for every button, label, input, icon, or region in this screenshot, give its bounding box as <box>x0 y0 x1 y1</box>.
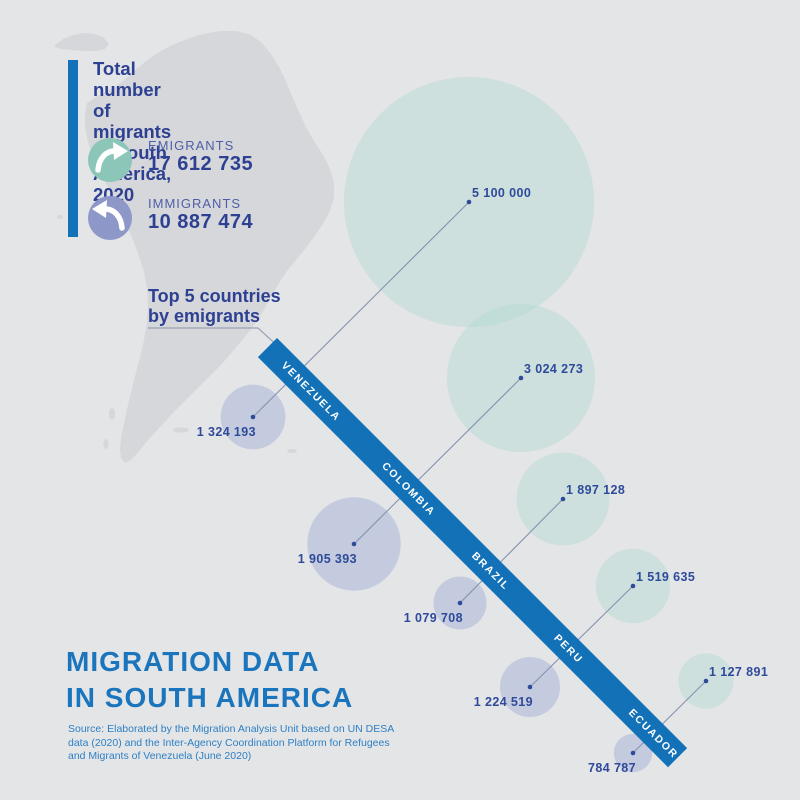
emigrants-total: 17 612 735 <box>148 153 254 175</box>
emigrant-dot-peru <box>630 583 636 589</box>
source-line3: and Migrants of Venezuela (June 2020) <box>68 750 252 762</box>
infographic-title: MIGRATION DATA IN SOUTH AMERICA <box>66 644 353 716</box>
infographic-title-line1: MIGRATION DATA <box>66 646 320 677</box>
emigrant-dot-venezuela <box>466 199 472 205</box>
accent-bar <box>68 60 78 237</box>
connector-line-brazil <box>459 498 564 604</box>
page-title-line1: Total number of migrants <box>93 58 172 142</box>
source-line2: data (2020) and the Inter-Agency Coordin… <box>68 736 390 749</box>
source-note: Source: Elaborated by the Migration Anal… <box>68 723 394 764</box>
arrow-out-icon <box>88 138 132 182</box>
south-america-silhouette <box>85 31 334 463</box>
emigrant-dot-ecuador <box>703 678 709 684</box>
top5-annotation: Top 5 countries by emigrants <box>148 286 281 326</box>
connector-line-colombia <box>353 377 522 545</box>
source-line1: Source: Elaborated by the Migration Anal… <box>68 723 395 735</box>
immigrant-dot-peru <box>527 684 533 690</box>
page-title: Total number of migrants in South Americ… <box>93 58 171 205</box>
central-america-silhouette <box>55 33 109 51</box>
top5-annotation-line2: by emigrants <box>148 306 261 326</box>
island-speck <box>287 449 297 453</box>
south-america-map <box>55 31 334 463</box>
immigrants-label: IMMIGRANTS <box>148 196 242 211</box>
island-speck <box>103 439 109 449</box>
emigrant-dot-colombia <box>518 375 524 381</box>
emigrants-label: EMIGRANTS <box>148 138 235 153</box>
emigrants-stat: EMIGRANTS 17 612 735 <box>88 138 388 182</box>
infographic-title-line2: IN SOUTH AMERICA <box>66 682 354 713</box>
top5-annotation-line1: Top 5 countries <box>148 286 281 306</box>
bubble-center-dots-layer <box>250 199 709 756</box>
immigrant-dot-brazil <box>457 600 463 606</box>
island-speck <box>57 215 63 219</box>
island-speck <box>109 408 115 420</box>
island-speck <box>173 427 189 433</box>
immigrant-dot-colombia <box>351 541 357 547</box>
emigrant-dot-brazil <box>560 496 566 502</box>
immigrant-dot-ecuador <box>630 750 636 756</box>
connector-line-peru <box>529 585 634 688</box>
immigrant-dot-venezuela <box>250 414 256 420</box>
immigrants-stat: IMMIGRANTS 10 887 474 <box>88 196 388 240</box>
immigrants-total: 10 887 474 <box>148 211 254 233</box>
arrow-in-icon <box>88 196 132 240</box>
